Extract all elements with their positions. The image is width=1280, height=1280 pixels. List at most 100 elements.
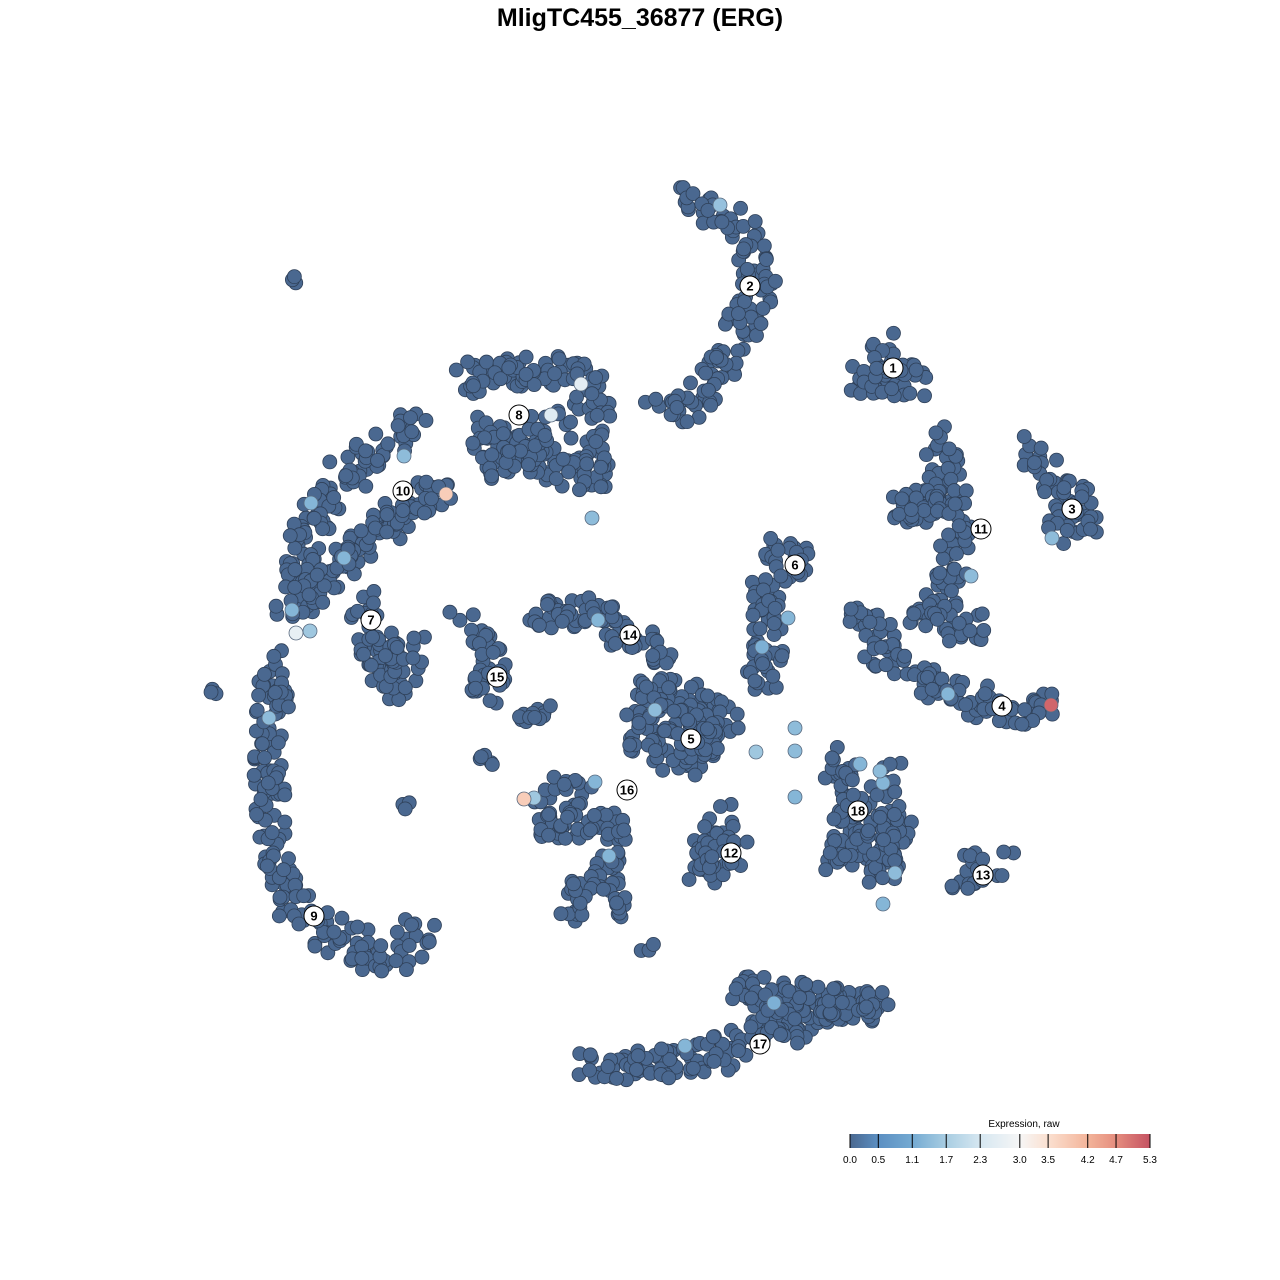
cluster-label-circle: [303, 905, 325, 927]
cell-point: [872, 809, 888, 825]
cell-point: [596, 881, 611, 897]
cell-point: [388, 953, 404, 969]
cluster-label-1: 1: [882, 357, 904, 379]
cell-point: [286, 269, 302, 285]
cell-point: [747, 673, 763, 689]
cell-point: [648, 743, 663, 758]
cell-point: [884, 381, 900, 397]
cell-point: [699, 721, 715, 737]
cluster-label-text: 13: [976, 868, 990, 883]
cell-point: [768, 273, 783, 289]
expressing-cell-point: [590, 612, 606, 628]
cell-point: [316, 578, 332, 594]
cluster-label-text: 12: [724, 846, 738, 861]
cell-point: [661, 680, 677, 696]
cell-point: [639, 679, 654, 695]
cell-point: [501, 360, 517, 376]
cell-point: [572, 895, 588, 911]
cell-point: [291, 916, 307, 932]
cell-point: [404, 424, 420, 440]
cell-point: [766, 616, 782, 631]
cell-point: [365, 629, 380, 645]
cell-point: [657, 723, 673, 739]
cell-point: [287, 540, 303, 556]
cell-point: [894, 491, 910, 507]
cell-point: [309, 567, 325, 583]
cell-point: [264, 825, 280, 840]
cell-point: [526, 377, 542, 393]
cell-point: [861, 874, 877, 890]
cell-point: [822, 845, 838, 861]
cluster-label-10: 10: [392, 480, 414, 502]
expressing-cell-point: [601, 848, 617, 864]
cell-point: [798, 977, 814, 992]
cell-point: [370, 452, 385, 468]
legend-tick-label: 0.0: [843, 1155, 857, 1166]
cell-point: [405, 650, 421, 666]
cell-point: [1016, 429, 1032, 444]
cell-point: [787, 1011, 803, 1027]
cell-point: [974, 606, 990, 622]
cell-point: [736, 241, 752, 257]
cluster-label-text: 2: [746, 279, 753, 294]
expressing-cell-point: [587, 774, 603, 790]
cell-point: [756, 969, 772, 985]
cluster-label-17: 17: [749, 1033, 771, 1055]
cluster-label-4: 4: [991, 695, 1013, 717]
cell-point: [860, 823, 876, 839]
cell-point: [648, 391, 664, 407]
cluster-label-text: 14: [623, 628, 638, 643]
cell-point: [600, 1059, 616, 1074]
cell-point: [485, 645, 501, 660]
cell-point: [553, 906, 569, 922]
cell-point: [493, 371, 508, 387]
cell-point: [593, 459, 609, 475]
cell-point: [767, 600, 783, 616]
cell-point: [542, 698, 558, 714]
chart-title: MligTC455_36877 (ERG): [496, 4, 784, 32]
cell-point: [902, 385, 918, 401]
legend-tick-label: 3.5: [1041, 1155, 1055, 1166]
expressing-cell-point: [787, 789, 803, 805]
cluster-label-2: 2: [739, 275, 761, 297]
expressing-cell-point: [288, 625, 304, 641]
legend-tick-label: 3.0: [1013, 1155, 1027, 1166]
cell-point: [484, 447, 500, 463]
cell-point: [518, 366, 534, 382]
cell-point: [399, 962, 414, 978]
expressing-cell-point: [766, 995, 782, 1011]
cell-point: [685, 186, 701, 202]
cell-point: [887, 853, 903, 869]
cell-point: [540, 597, 555, 612]
cell-point: [685, 1060, 701, 1076]
cell-point: [350, 919, 365, 935]
cell-point: [554, 614, 570, 629]
cell-point: [878, 657, 894, 673]
cluster-label-circle: [1061, 498, 1083, 520]
cell-point: [862, 614, 878, 630]
cell-point: [834, 995, 850, 1010]
cell-point: [249, 807, 264, 822]
cell-point: [556, 776, 572, 792]
cluster-label-7: 7: [360, 609, 382, 631]
cell-point: [944, 583, 959, 599]
cell-point: [714, 214, 730, 230]
cell-point: [401, 938, 417, 953]
cell-point: [414, 949, 430, 965]
cell-point: [374, 963, 390, 979]
cluster-label-text: 16: [620, 783, 634, 798]
cell-point: [418, 413, 434, 428]
cell-point: [792, 990, 808, 1006]
cell-point: [307, 938, 323, 954]
cell-point: [903, 502, 919, 517]
cell-point: [379, 524, 395, 540]
cluster-label-text: 15: [490, 670, 504, 685]
cell-point: [358, 478, 374, 494]
cell-point: [246, 767, 262, 783]
cell-point: [996, 844, 1012, 860]
cell-point: [933, 538, 948, 554]
cell-point: [655, 762, 671, 778]
cell-point: [730, 720, 746, 736]
cell-point: [705, 1029, 721, 1045]
